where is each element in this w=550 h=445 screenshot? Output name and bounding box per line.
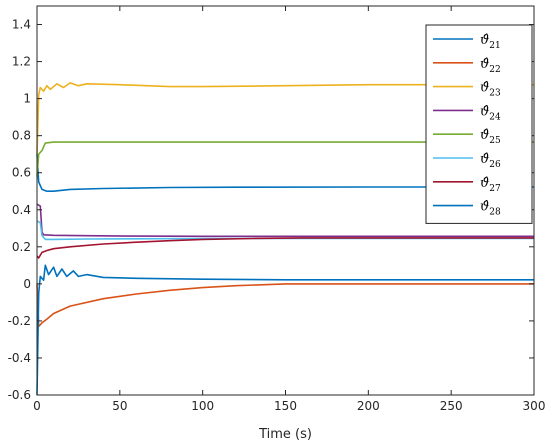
- x-tick-label: 200: [357, 399, 380, 413]
- y-tick-label: 0.2: [12, 240, 31, 254]
- legend-label-21: ϑ̂21: [480, 33, 501, 51]
- legend-label-27: ϑ̂27: [480, 176, 501, 194]
- x-axis-title: Time (s): [258, 427, 312, 442]
- legend: ϑ̂21 ϑ̂22 ϑ̂23 ϑ̂24 ϑ̂25 ϑ̂26 ϑ̂27 ϑ̂28: [425, 24, 533, 224]
- series-line-27: [36, 237, 534, 259]
- legend-label-24: ϑ̂24: [480, 104, 501, 122]
- y-tick-label: 0.8: [12, 129, 31, 143]
- legend-label-26: ϑ̂26: [480, 152, 501, 170]
- legend-label-25: ϑ̂25: [480, 128, 501, 146]
- y-tick-label: 0: [23, 277, 31, 291]
- y-tick-label: 1: [23, 92, 31, 106]
- legend-label-28: ϑ̂28: [480, 200, 501, 218]
- tick-layer: 0 50 100 150 200 250 300 -0.6 -0.4 -0.2 0 0.2 0.4 0.6…: [8, 6, 546, 413]
- series-layer: [36, 82, 534, 396]
- x-tick-label: 300: [523, 399, 546, 413]
- y-tick-label: 0.6: [12, 166, 31, 180]
- x-tick-label: 250: [440, 399, 463, 413]
- y-tick-label: 1.2: [12, 55, 31, 69]
- series-line-24: [36, 203, 534, 238]
- series-line-21: [36, 154, 534, 192]
- x-tick-label: 50: [112, 399, 127, 413]
- series-line-28: [36, 264, 534, 396]
- x-tick-label: 150: [274, 399, 297, 413]
- y-tick-label: 1.4: [12, 18, 31, 32]
- legend-label-22: ϑ̂22: [480, 57, 501, 75]
- series-line-26: [36, 220, 534, 241]
- y-tick-label: 0.4: [12, 203, 31, 217]
- x-tick-label: 100: [191, 399, 214, 413]
- y-tick-label: -0.4: [8, 351, 31, 365]
- series-line-23: [36, 82, 534, 155]
- legend-box: [425, 24, 533, 224]
- y-tick-label: -0.6: [8, 388, 31, 402]
- series-line-22: [36, 283, 534, 328]
- series-line-25: [36, 141, 534, 177]
- y-tick-label: -0.2: [8, 314, 31, 328]
- x-tick-label: 0: [33, 399, 41, 413]
- legend-label-23: ϑ̂23: [480, 81, 501, 99]
